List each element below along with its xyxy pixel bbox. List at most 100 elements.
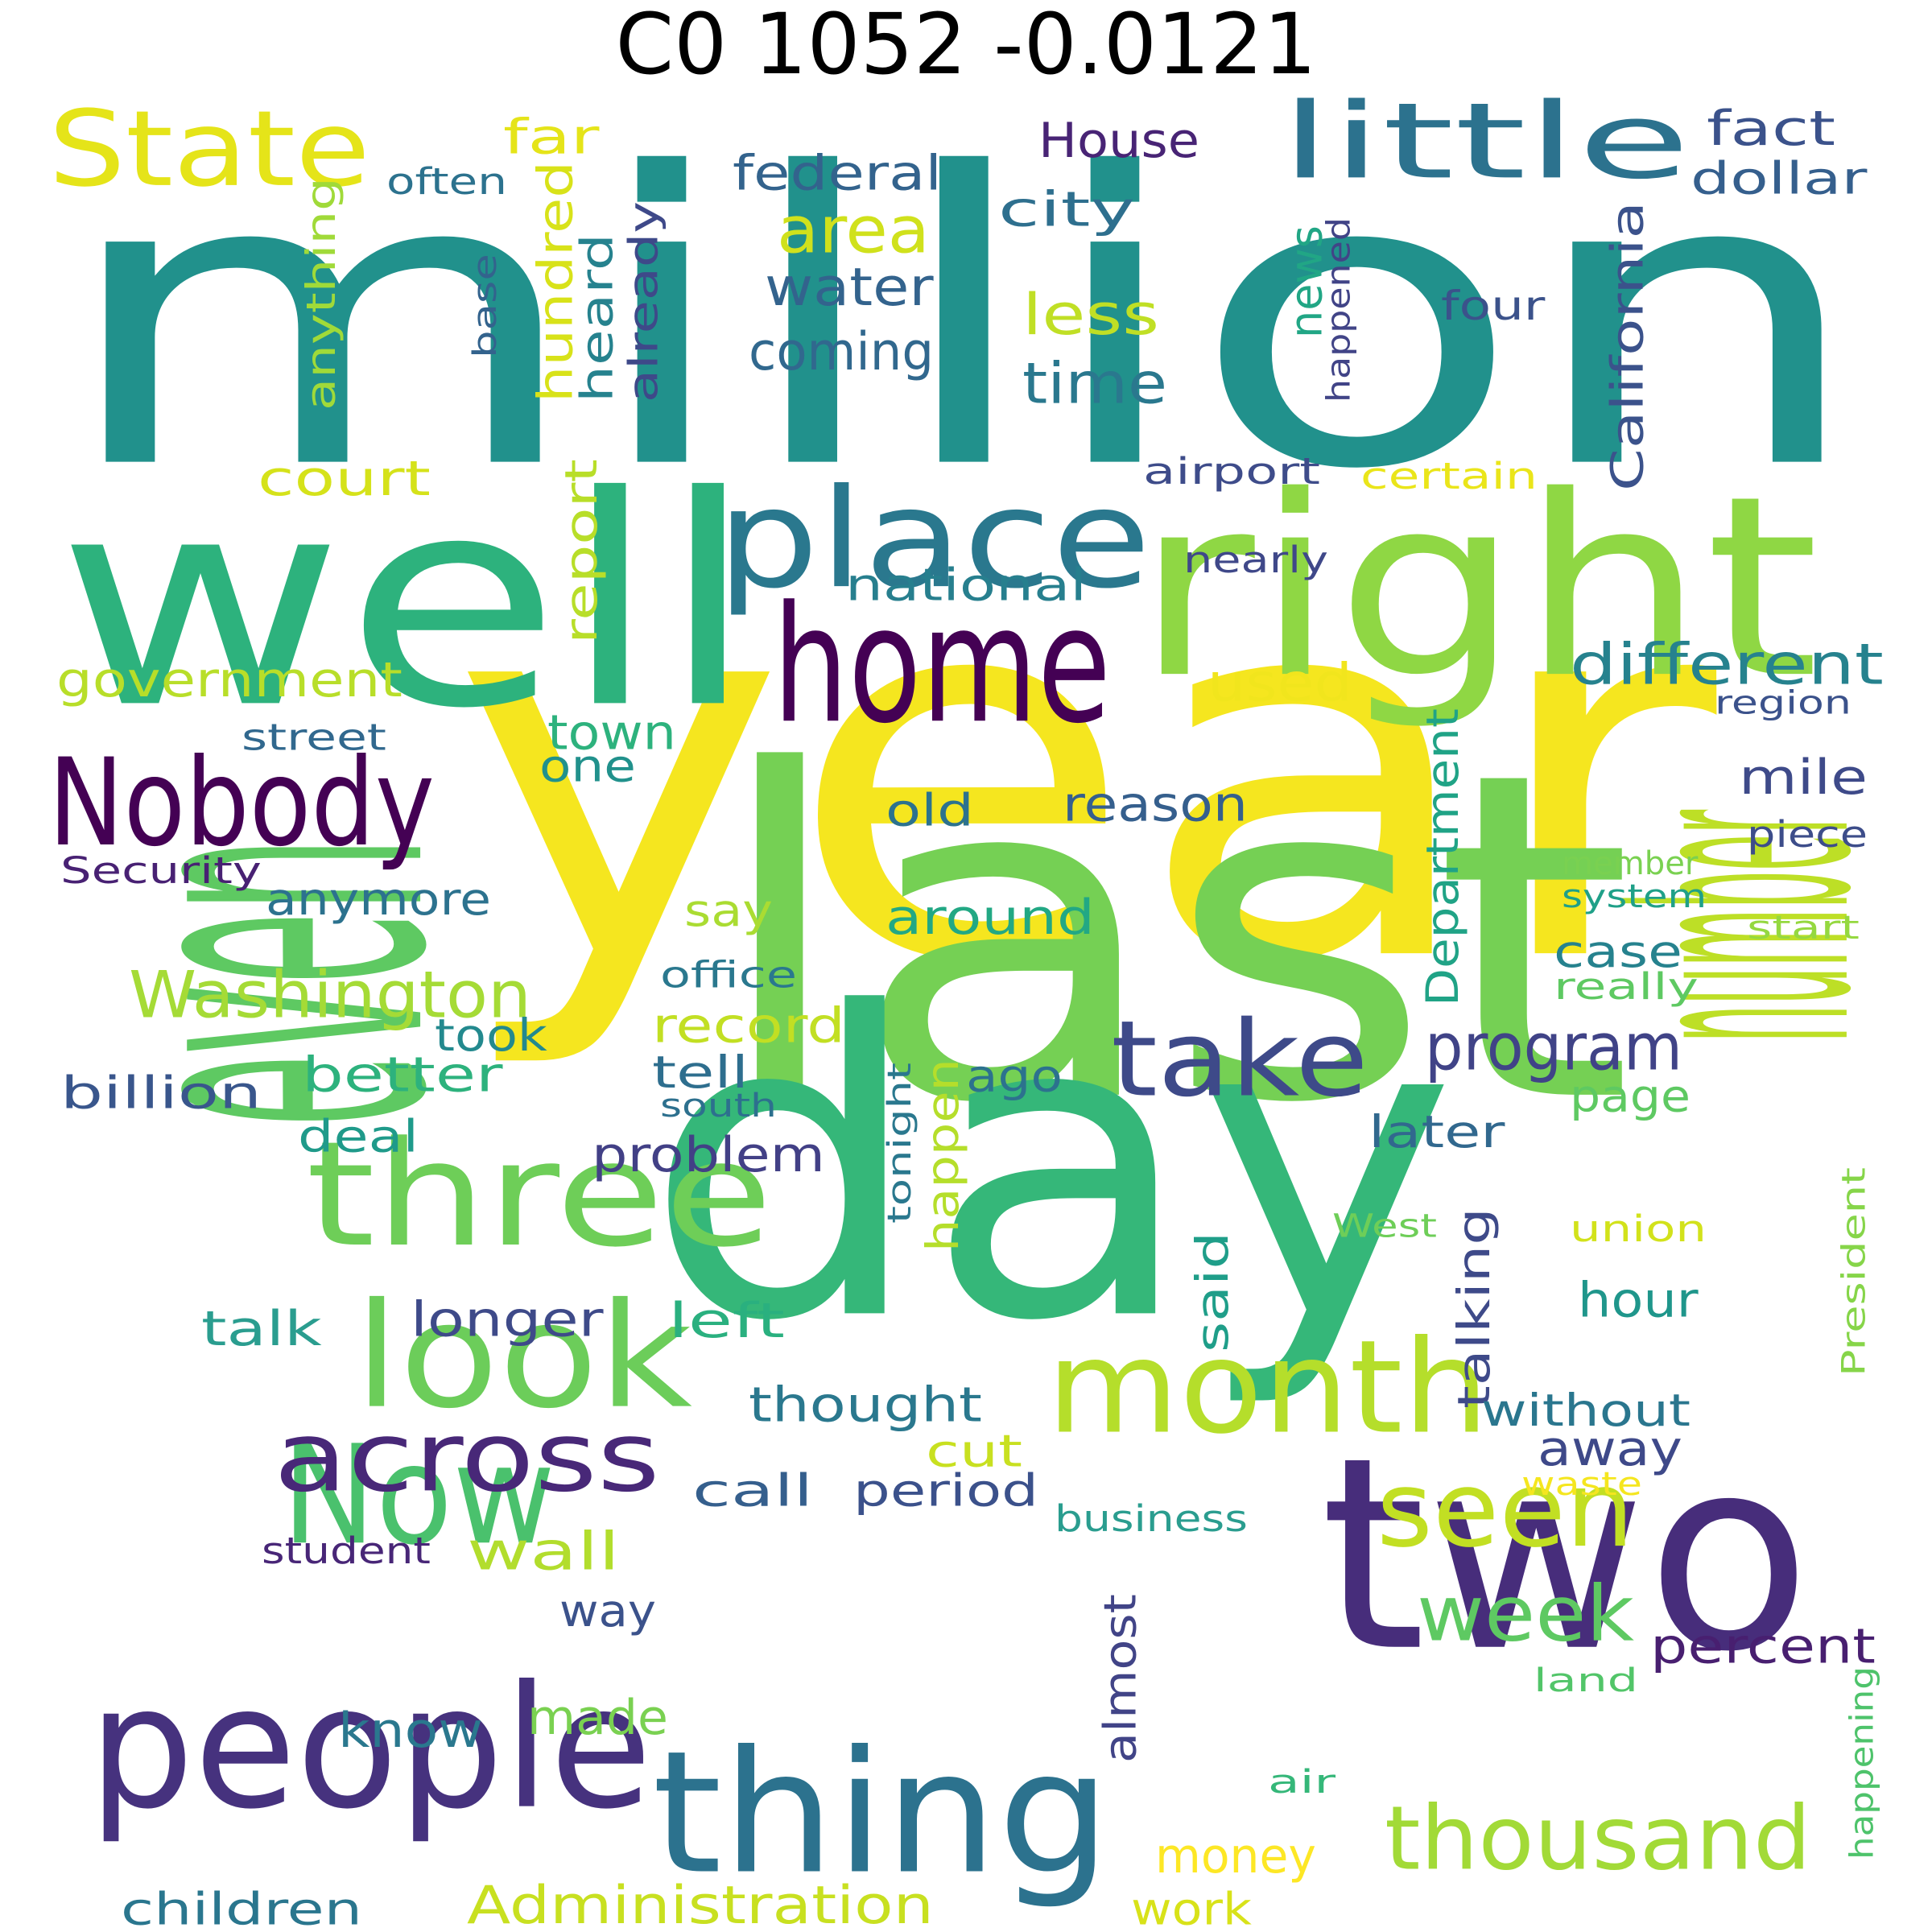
cloud-word: million — [56, 89, 1868, 557]
cloud-word: little — [1280, 80, 1690, 202]
cloud-word: mile — [1739, 749, 1868, 805]
cloud-word: people — [89, 1650, 652, 1847]
cloud-word: Now — [282, 1417, 555, 1575]
cloud-word: national — [845, 559, 1087, 611]
cloud-word: home — [773, 572, 1111, 759]
cloud-word: without — [1481, 1385, 1690, 1436]
cloud-word: far — [503, 109, 600, 165]
cloud-word: union — [1570, 1208, 1707, 1250]
cloud-word: hundred — [527, 161, 584, 402]
cloud-word: Security — [60, 849, 262, 892]
cloud-word: ago — [966, 1051, 1063, 1102]
cloud-word: air — [1268, 1763, 1336, 1801]
cloud-word: land — [1534, 1662, 1638, 1699]
cloud-word: dollar — [1690, 153, 1868, 204]
cloud-word: program — [1425, 1010, 1682, 1085]
cloud-word: coming — [749, 322, 934, 382]
cloud-word: federal — [733, 145, 942, 201]
cloud-word: anything — [298, 177, 345, 411]
cloud-word: look — [354, 1272, 692, 1441]
cloud-word: report — [555, 459, 607, 644]
cloud-word: base — [467, 254, 504, 358]
cloud-word: used — [1208, 652, 1352, 713]
cloud-word: less — [1022, 282, 1159, 348]
cloud-word: four — [1441, 282, 1546, 329]
cloud-word: page — [1570, 1071, 1690, 1122]
cloud-word: deal — [298, 1111, 419, 1162]
cloud-word: day — [644, 926, 1457, 1413]
cloud-word: one — [539, 741, 636, 792]
cloud-word: business — [1055, 1497, 1248, 1540]
cloud-word: made — [527, 1690, 668, 1746]
cloud-word: nearly — [1183, 539, 1328, 581]
cloud-word: water — [765, 258, 934, 318]
cloud-word: street — [242, 716, 386, 759]
cloud-word: Nobody — [48, 733, 435, 873]
cloud-word: almost — [1095, 1594, 1146, 1763]
cloud-word: right — [1135, 443, 1819, 733]
cloud-word: old — [886, 785, 974, 836]
cloud-word: take — [1111, 998, 1368, 1120]
cloud-word: children — [121, 1884, 362, 1932]
cloud-word: across — [274, 1401, 660, 1513]
cloud-word: month — [1046, 1312, 1489, 1462]
cloud-word: year — [451, 475, 1723, 1075]
cloud-word: different — [1570, 632, 1884, 697]
cloud-word: West — [1332, 1208, 1437, 1245]
cloud-word: percent — [1650, 1618, 1876, 1674]
cloud-word: wall — [467, 1521, 620, 1583]
cloud-word: hour — [1578, 1272, 1699, 1328]
cloud-word: piece — [1747, 813, 1868, 855]
cloud-word: often — [386, 161, 507, 203]
cloud-word: news — [1280, 225, 1332, 338]
cloud-word: around — [886, 890, 1095, 946]
cloud-word: happened — [1320, 217, 1357, 402]
cloud-word: week — [1417, 1570, 1634, 1658]
cloud-word: billion — [60, 1067, 262, 1119]
cloud-word: Administration — [467, 1876, 934, 1932]
cloud-word: case — [1554, 926, 1682, 977]
cloud-word: last — [708, 676, 1634, 1201]
cloud-word: cut — [926, 1425, 1022, 1477]
cloud-word: area — [777, 193, 930, 268]
cloud-word: thousand — [1385, 1787, 1811, 1890]
cloud-word: office — [660, 954, 797, 996]
cloud-word: region — [1715, 684, 1852, 721]
cloud-word: Department — [1417, 708, 1468, 1006]
cloud-word: tonight — [881, 1063, 919, 1224]
cloud-word: said — [1187, 1232, 1239, 1352]
cloud-word: well — [56, 435, 757, 772]
cloud-word: already — [620, 201, 667, 402]
cloud-word: way — [559, 1586, 656, 1637]
cloud-word: tell — [652, 1046, 749, 1098]
cloud-word: number — [1570, 809, 1917, 1042]
cloud-word: record — [652, 998, 845, 1055]
cloud-word: say — [684, 886, 773, 937]
cloud-word: money — [1155, 1827, 1316, 1884]
cloud-word: longer — [411, 1292, 604, 1348]
cloud-word: took — [435, 1010, 547, 1062]
cloud-word: court — [258, 451, 431, 507]
cloud-word: anymore — [266, 873, 491, 925]
cloud-word: President — [1835, 1167, 1872, 1377]
cloud-word: city — [998, 181, 1135, 237]
cloud-word: work — [1131, 1884, 1252, 1932]
cloud-word: reason — [1063, 777, 1248, 832]
cloud-word: call — [692, 1465, 813, 1517]
cloud-word: airport — [1143, 451, 1320, 493]
cloud-word: south — [660, 1087, 777, 1125]
cloud-word: talk — [201, 1300, 322, 1356]
cloud-word: talking — [1449, 1208, 1501, 1409]
cloud-word: fact — [1707, 101, 1835, 157]
cloud-word: student — [262, 1530, 431, 1572]
cloud-word: town — [547, 704, 676, 761]
cloud-word: place — [716, 459, 1151, 618]
cloud-word: heard — [572, 233, 623, 402]
cloud-word: California — [1602, 201, 1653, 491]
cloud-word: government — [56, 652, 402, 708]
cloud-word: State — [48, 89, 370, 210]
cloud-word: member — [1562, 845, 1699, 882]
cloud-word: system — [1562, 877, 1707, 915]
